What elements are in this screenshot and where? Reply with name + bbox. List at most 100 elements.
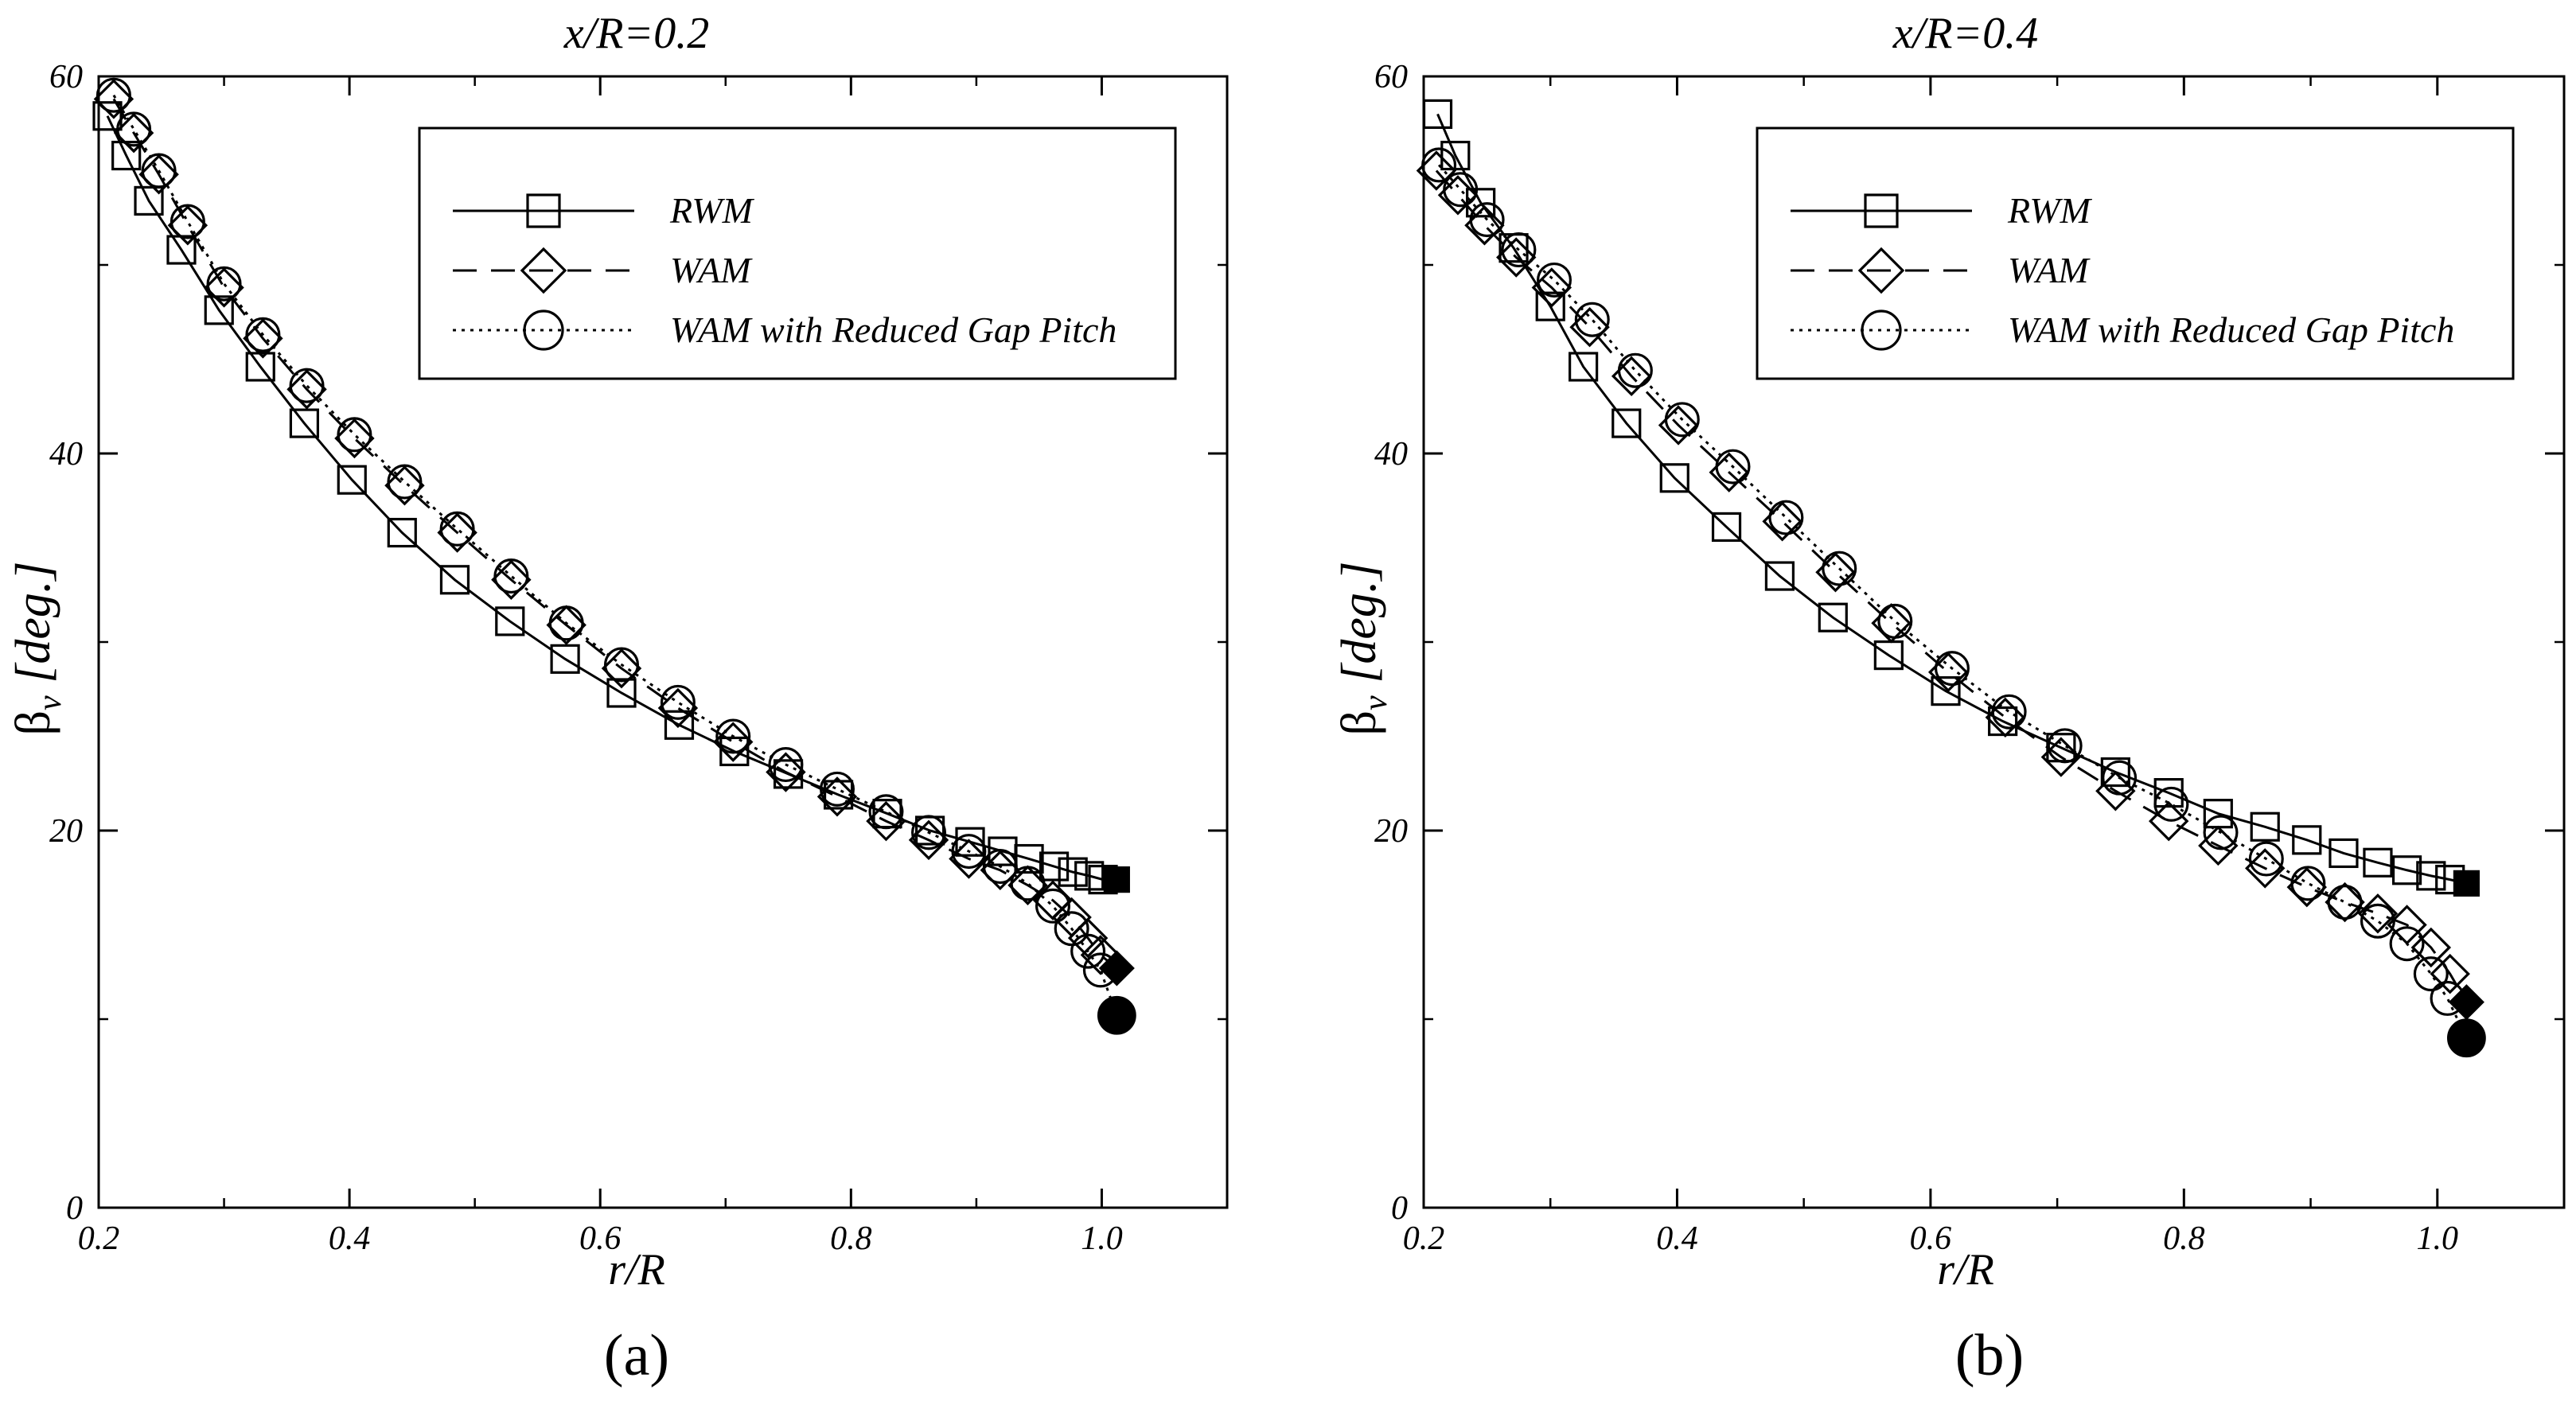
x-tick-label: 1.0 (1081, 1220, 1123, 1257)
chart-title: x/R=0.2 (563, 9, 709, 58)
data-point (1070, 933, 1106, 969)
data-point (204, 267, 244, 308)
data-point (93, 79, 134, 119)
data-point (2430, 980, 2465, 1016)
data-point (245, 317, 281, 352)
series-square (1422, 99, 2480, 897)
data-point (439, 565, 470, 595)
y-axis-label-symbol: β (1332, 710, 1386, 736)
data-point (1496, 237, 1537, 278)
data-point (911, 815, 947, 850)
data-point (951, 834, 987, 870)
data-point (2102, 760, 2138, 796)
data-point (289, 368, 325, 403)
data-point (660, 684, 696, 720)
x-axis-label: r/R (1937, 1245, 1994, 1294)
data-point (2357, 893, 2399, 934)
data-point (2245, 848, 2286, 889)
data-point (387, 464, 423, 500)
panel-label: (a) (604, 1323, 669, 1388)
data-point (768, 747, 804, 783)
y-tick-label: 60 (1374, 59, 1408, 95)
legend-marker (1864, 193, 1899, 228)
data-point (866, 800, 906, 842)
data-point (2325, 881, 2365, 923)
data-point (949, 839, 989, 879)
data-point (1711, 512, 1742, 543)
data-point (2430, 953, 2470, 994)
data-point (1877, 603, 1913, 639)
data-point (1574, 302, 1610, 337)
y-tick-label: 0 (66, 1190, 83, 1227)
x-tick-label: 0.6 (1910, 1220, 1952, 1257)
series-line (1435, 169, 2468, 1003)
y-tick-label: 20 (49, 813, 83, 850)
data-point (550, 644, 580, 674)
data-point (1818, 602, 1848, 632)
data-point (1931, 676, 1961, 706)
data-point (2047, 728, 2083, 764)
data-point (1569, 352, 1599, 382)
data-point (387, 517, 417, 548)
data-point (2410, 927, 2452, 968)
data-point (601, 648, 642, 689)
data-point (1464, 205, 1505, 246)
data-point (1715, 449, 1751, 485)
x-tick-label: 0.2 (78, 1220, 120, 1257)
data-point (1535, 291, 1565, 321)
series-line (1437, 164, 2468, 1039)
y-axis-label-unit: [deg.] (1332, 562, 1386, 696)
y-tick-label: 0 (1391, 1190, 1408, 1227)
legend-box (418, 126, 1177, 380)
data-point (138, 154, 179, 195)
legend-label: WAM with Reduced Gap Pitch (670, 309, 1117, 350)
data-point (1010, 866, 1046, 901)
data-point (2290, 866, 2326, 901)
data-point (820, 771, 855, 807)
data-point (1416, 150, 1457, 191)
tip-data-point (1097, 995, 1136, 1035)
chart-panel-a: x/R=0.2 0.2 0.4 0.6 0.8 1.0 0 20 40 60 r/R βv [deg.… (6, 9, 1229, 1388)
data-point (134, 185, 164, 216)
data-point (980, 850, 1021, 890)
data-point (1531, 267, 1572, 308)
data-point (1039, 851, 1070, 881)
data-point (546, 605, 587, 645)
data-point (868, 794, 904, 830)
data-point (2248, 841, 2284, 877)
data-point (715, 718, 751, 754)
data-point (1617, 352, 1653, 388)
data-point (1082, 952, 1118, 988)
data-point (243, 318, 283, 359)
data-point (95, 77, 131, 113)
data-point (2329, 838, 2359, 869)
data-point (495, 606, 525, 636)
y-tick-label: 40 (49, 436, 83, 473)
data-point (167, 205, 208, 246)
data-point (113, 112, 154, 154)
data-point (1569, 306, 1610, 348)
data-point (2149, 800, 2189, 842)
legend-label: WAM (670, 250, 753, 290)
data-point (1611, 408, 1642, 438)
x-tick-label: 0.4 (1656, 1220, 1698, 1257)
data-point (1664, 402, 1700, 438)
legend-marker (526, 193, 561, 228)
data-point (2389, 926, 2425, 962)
data-point (2327, 885, 2363, 920)
data-point (2391, 855, 2422, 885)
panel-label: (b) (1955, 1323, 2024, 1388)
tip-data-point (2453, 870, 2480, 897)
data-point (204, 295, 234, 325)
data-point (766, 752, 806, 792)
data-point (1764, 561, 1795, 591)
data-point (548, 605, 584, 641)
data-point (1991, 694, 2027, 730)
data-point (206, 266, 242, 302)
series-line (112, 98, 1118, 970)
data-point (908, 819, 949, 861)
x-tick-label: 0.4 (329, 1220, 371, 1257)
y-tick-label: 20 (1374, 813, 1408, 850)
legend: RWM WAM WAM with Reduced Gap Pitch (1756, 126, 2515, 380)
data-point (2153, 786, 2189, 822)
